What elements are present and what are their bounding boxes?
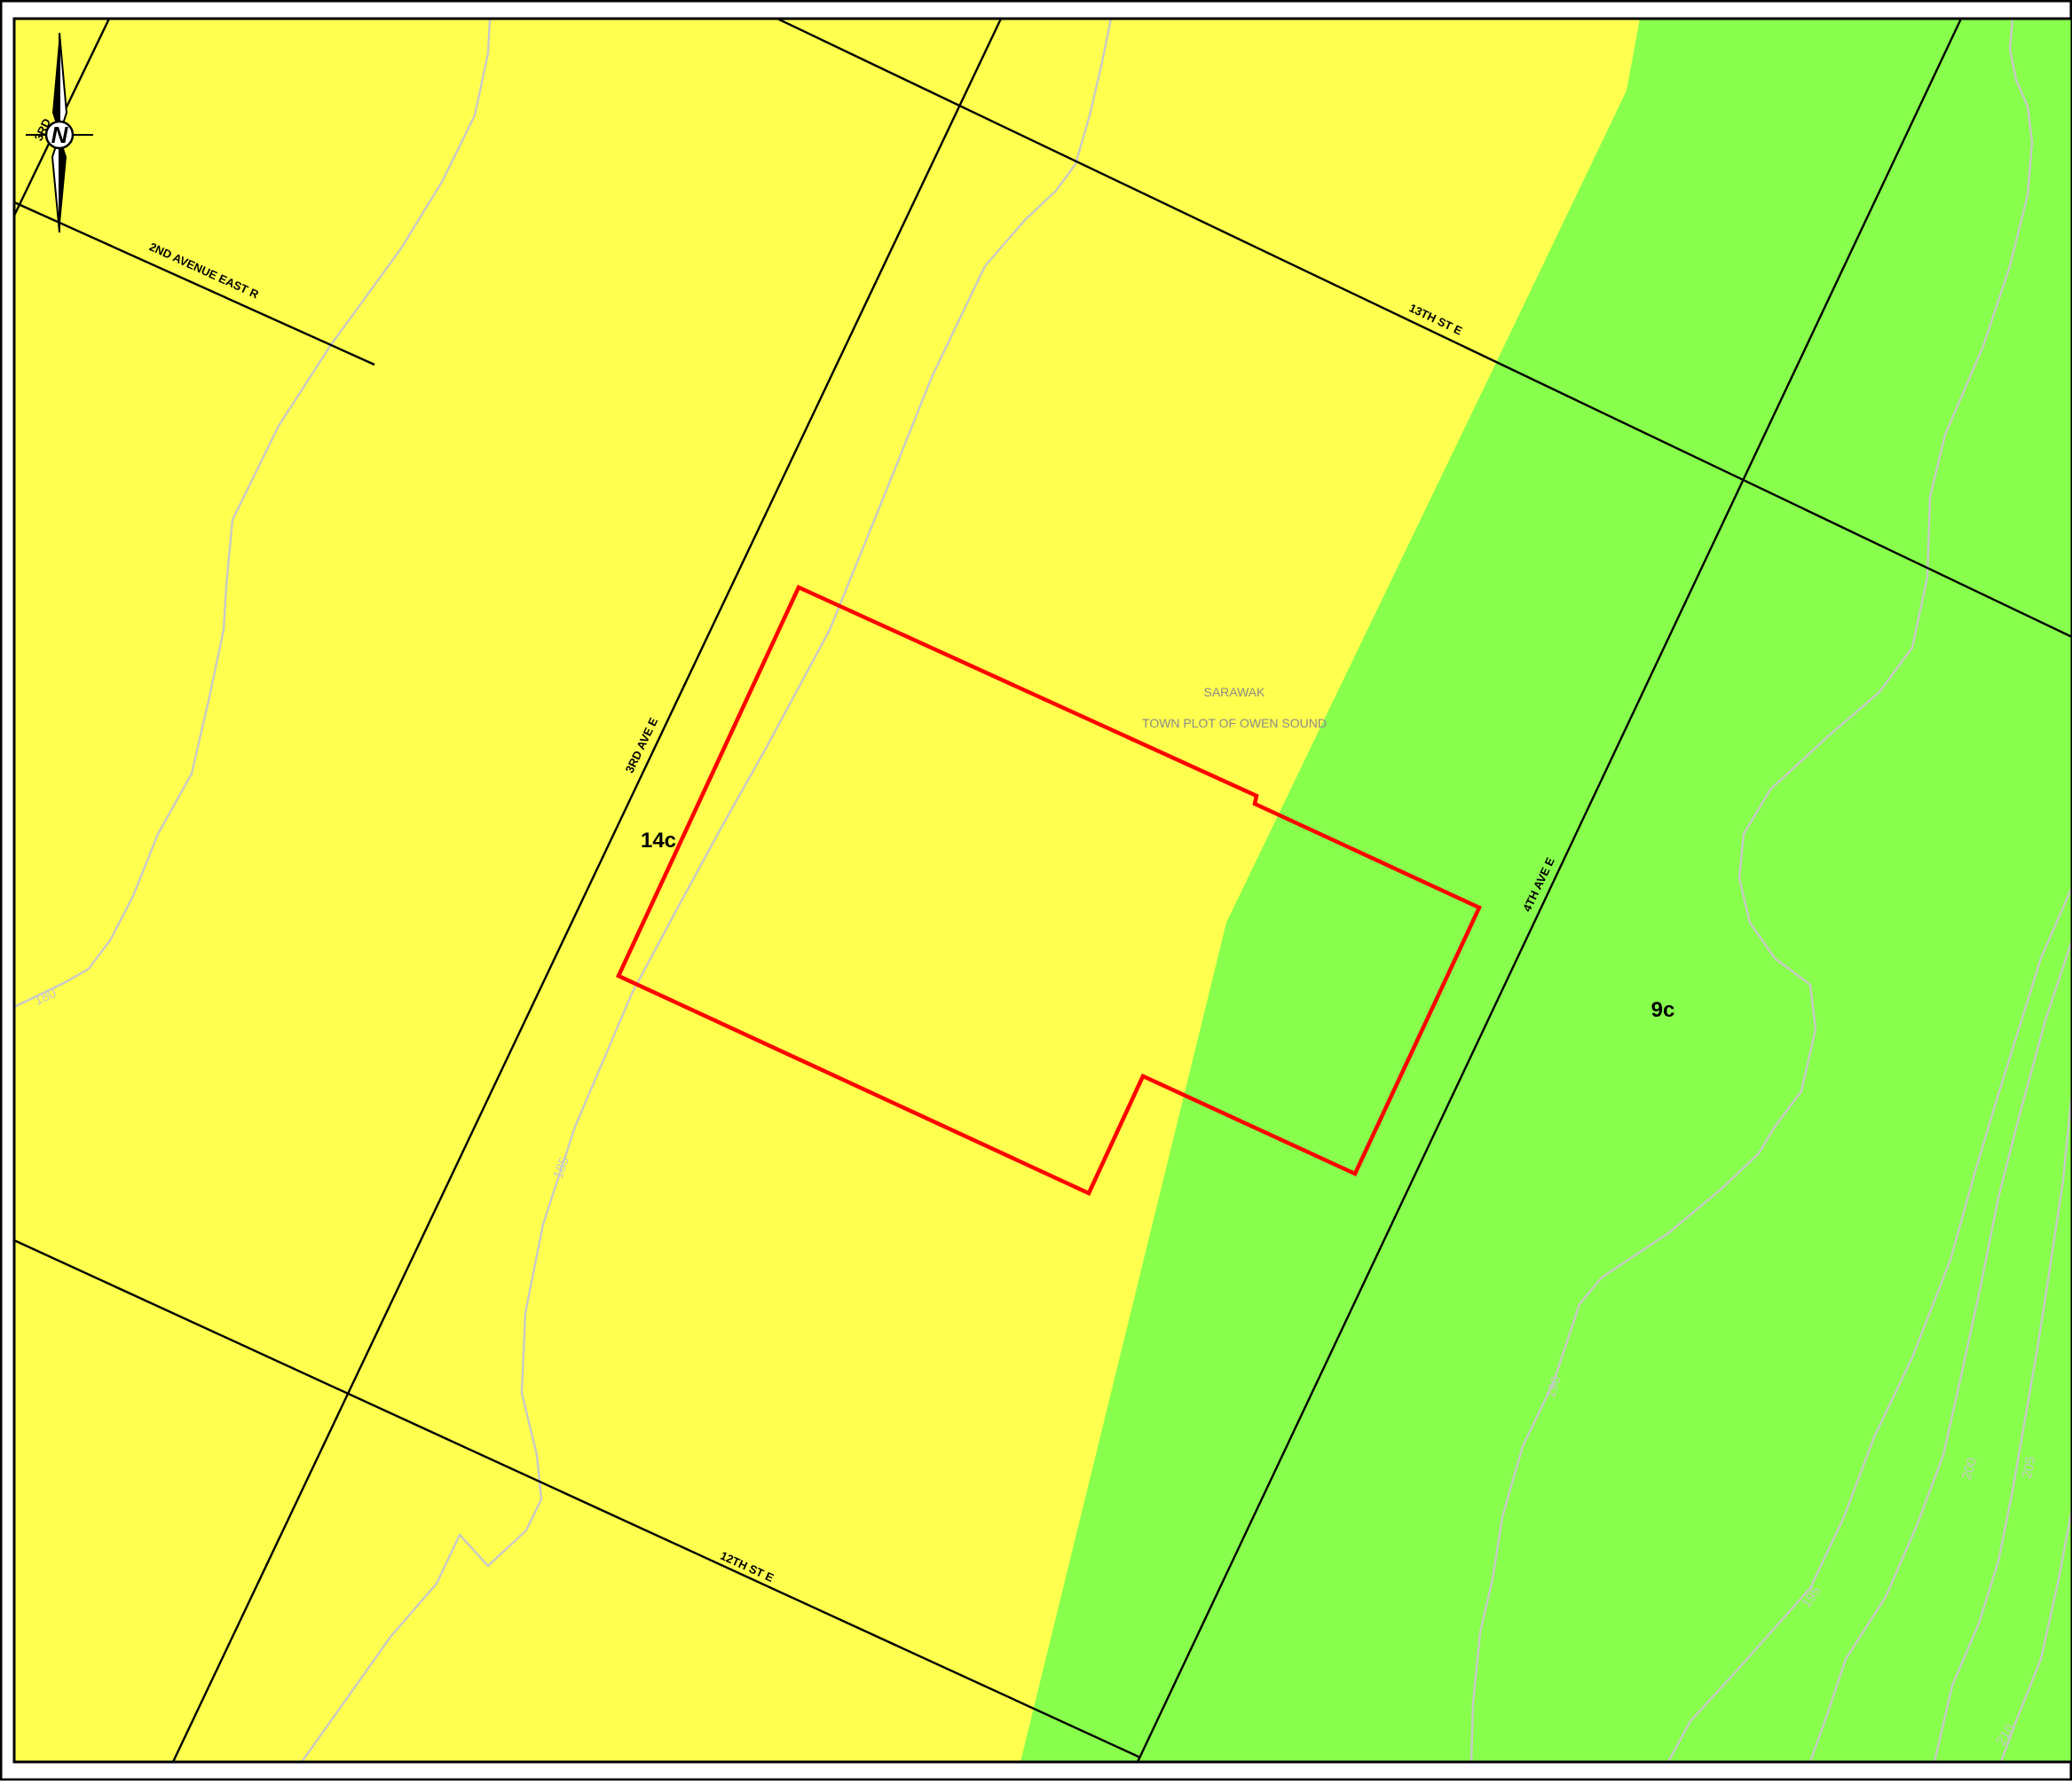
map-neatline bbox=[12, 17, 2072, 1764]
contour-line-180 bbox=[14, 19, 492, 1009]
contour-label-190: 190 bbox=[1543, 1374, 1564, 1400]
contour-line-190 bbox=[1469, 19, 2034, 1762]
zone-label-yellow: 14c bbox=[641, 829, 676, 853]
place-label-sarawak: SARAWAK bbox=[1204, 685, 1266, 699]
road-2nd-avenue-east bbox=[14, 201, 375, 366]
road-4th-ave-e bbox=[1136, 19, 1963, 1762]
place-label-town-plot: TOWN PLOT OF OWEN SOUND bbox=[1142, 716, 1327, 730]
contour-line-210 bbox=[1999, 1507, 2072, 1762]
zone-green-area bbox=[1020, 19, 2072, 1762]
road-3rd-ave-e bbox=[171, 19, 1003, 1762]
contour-line-205 bbox=[1933, 1090, 2072, 1762]
contour-label-200: 200 bbox=[1959, 1456, 1981, 1482]
zone-label-green: 9c bbox=[1651, 998, 1675, 1022]
contour-line-200 bbox=[1808, 940, 2072, 1762]
contour-line-195 bbox=[1666, 886, 2072, 1762]
road-12th-st-e bbox=[14, 1238, 1141, 1759]
contour-line-185 bbox=[301, 19, 1113, 1762]
road-13th-st-e bbox=[776, 19, 2072, 639]
contour-label-205: 205 bbox=[2020, 1455, 2039, 1480]
north-arrow-icon: N bbox=[26, 32, 93, 233]
north-arrow-label: N bbox=[51, 122, 69, 148]
subject-property-boundary[interactable] bbox=[616, 585, 1482, 1196]
